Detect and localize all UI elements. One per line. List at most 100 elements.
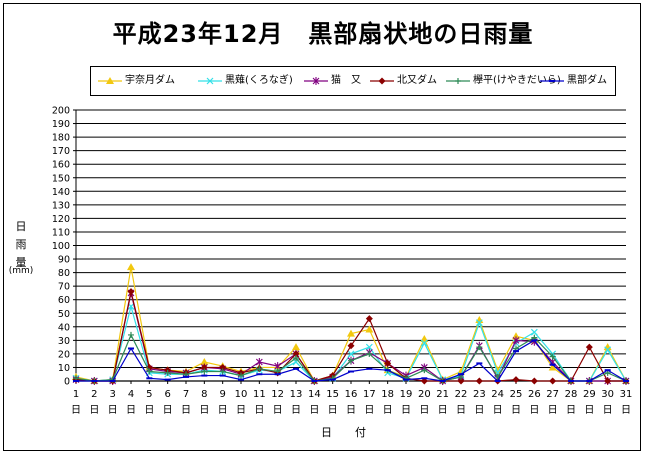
x-tick-label: 7 (183, 389, 189, 400)
data-point (201, 368, 208, 375)
x-tick-day-label: 日 (254, 405, 264, 416)
x-tick-label: 4 (128, 389, 134, 400)
data-point (219, 363, 227, 371)
x-tick-day-label: 日 (566, 405, 576, 416)
chart-title: 平成23年12月 黒部扇状地の日雨量 (112, 20, 534, 48)
data-point (457, 377, 465, 385)
y-tick-label: 0 (64, 377, 70, 388)
data-point (365, 343, 373, 351)
data-point (512, 376, 520, 384)
data-point (292, 350, 300, 358)
y-tick-label: 190 (52, 119, 70, 130)
y-tick-label: 110 (52, 227, 70, 238)
data-point (219, 368, 226, 375)
data-point (604, 377, 612, 385)
y-tick-label: 100 (52, 241, 70, 252)
legend-swatch (98, 77, 122, 84)
data-point (255, 358, 263, 367)
y-tick-label: 20 (58, 349, 70, 360)
x-tick-day-label: 日 (309, 405, 319, 416)
legend-marker (378, 77, 386, 85)
legend-label: 宇奈月ダム (125, 75, 175, 86)
legend-swatch (198, 77, 222, 85)
data-point (347, 342, 355, 350)
y-tick-label: 160 (52, 160, 70, 171)
y-tick-label: 10 (58, 363, 70, 374)
data-point (475, 377, 483, 385)
data-point (512, 332, 520, 340)
y-tick-label: 120 (52, 214, 70, 225)
legend-marker (206, 77, 214, 85)
x-tick-label: 30 (601, 389, 614, 400)
y-axis-label-line: 量 (15, 256, 27, 269)
data-point (293, 354, 299, 361)
x-tick-label: 9 (219, 389, 225, 400)
x-tick-label: 24 (491, 389, 504, 400)
x-tick-label: 8 (201, 389, 207, 400)
y-tick-label: 40 (58, 322, 70, 333)
legend-marker (312, 77, 320, 85)
x-tick-label: 27 (546, 389, 559, 400)
legend-swatch (304, 77, 328, 85)
x-tick-label: 28 (565, 389, 578, 400)
x-tick-label: 2 (91, 389, 97, 400)
x-tick-label: 19 (400, 389, 413, 400)
legend-label: 黒部ダム (567, 75, 607, 86)
x-tick-day-label: 日 (346, 405, 356, 416)
y-tick-label: 30 (58, 336, 70, 347)
x-tick-label: 1 (73, 389, 79, 400)
x-tick-day-label: 日 (236, 405, 246, 416)
x-tick-day-label: 日 (126, 405, 136, 416)
x-tick-day-label: 日 (163, 405, 173, 416)
legend-marker (106, 77, 114, 84)
data-point (549, 353, 556, 360)
legend-swatch (370, 77, 394, 85)
data-point (420, 339, 428, 347)
data-point (127, 288, 135, 296)
y-tick-label: 70 (58, 282, 70, 293)
x-tick-label: 3 (109, 389, 115, 400)
data-point (604, 346, 612, 354)
x-tick-day-label: 日 (291, 405, 301, 416)
data-point (238, 372, 244, 379)
y-tick-label: 80 (58, 268, 70, 279)
data-point (512, 336, 520, 345)
legend-marker (455, 78, 461, 84)
x-tick-label: 18 (381, 389, 394, 400)
data-point (549, 377, 557, 385)
x-tick-label: 16 (345, 389, 358, 400)
data-point (348, 357, 354, 364)
x-tick-day-label: 日 (456, 405, 466, 416)
data-point (256, 365, 263, 372)
x-tick-day-label: 日 (273, 405, 283, 416)
y-tick-label: 140 (52, 187, 70, 198)
data-point (347, 350, 355, 358)
series-6 (73, 339, 629, 382)
y-axis-label-line: (mm) (8, 266, 34, 276)
legend-label: 猫 又 (331, 75, 361, 86)
legend-label: 北又ダム (397, 75, 437, 86)
data-point (365, 315, 373, 323)
chart-legend: 宇奈月ダム 黒薙(くろなぎ) 猫 又 北又ダム 欅平(けやきだいら) 黒部ダム (90, 66, 616, 96)
x-tick-day-label: 日 (603, 405, 613, 416)
x-tick-day-label: 日 (584, 405, 594, 416)
y-tick-label: 180 (52, 133, 70, 144)
data-point (347, 329, 355, 337)
x-tick-label: 12 (271, 389, 284, 400)
x-tick-day-label: 日 (438, 405, 448, 416)
data-point (530, 328, 538, 336)
x-tick-day-label: 日 (493, 405, 503, 416)
data-point (128, 331, 134, 338)
x-tick-day-label: 日 (181, 405, 191, 416)
x-tick-day-label: 日 (108, 405, 118, 416)
data-point (164, 369, 171, 376)
x-tick-day-label: 日 (199, 405, 209, 416)
x-tick-day-label: 日 (89, 405, 99, 416)
data-point (585, 343, 593, 351)
x-tick-label: 21 (436, 389, 449, 400)
y-tick-label: 150 (52, 173, 70, 184)
data-point (200, 358, 209, 366)
y-tick-label: 90 (58, 255, 70, 266)
data-point (530, 377, 538, 385)
